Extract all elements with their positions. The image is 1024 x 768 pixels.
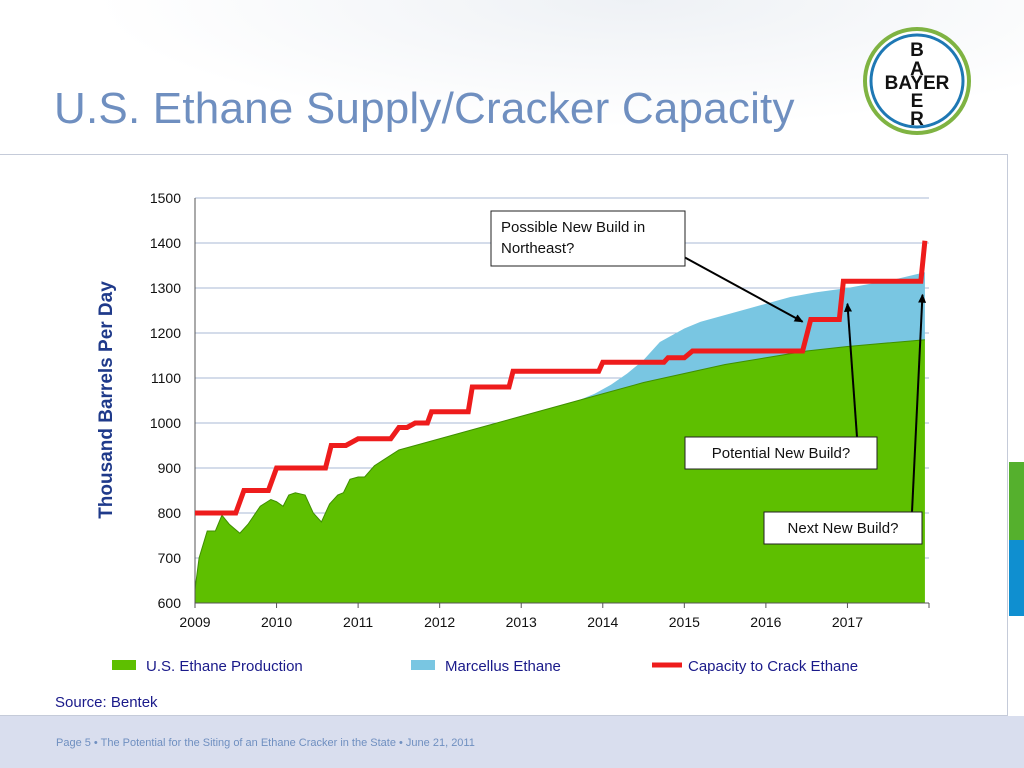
annotation-arrow: [844, 302, 858, 438]
accent-bar-blue: [1009, 540, 1024, 616]
source-note: Source: Bentek: [55, 694, 158, 711]
legend-swatch: [411, 660, 435, 670]
slide-title: U.S. Ethane Supply/Cracker Capacity: [54, 84, 795, 133]
y-tick-label: 1100: [151, 370, 181, 386]
x-tick-label: 2013: [506, 614, 537, 630]
accent-bar-green: [1009, 462, 1024, 540]
y-tick-label: 1300: [150, 280, 181, 296]
series-area-marcellus: [562, 272, 925, 405]
x-tick-label: 2009: [179, 614, 210, 630]
logo-word: BAYER: [885, 73, 950, 94]
x-tick-label: 2016: [750, 614, 781, 630]
annotation-arrow: [683, 256, 804, 323]
annotation-1: Possible New Build in Northeast?: [490, 210, 804, 323]
series-line-capacity: [195, 240, 928, 516]
y-tick-label: 700: [158, 550, 182, 566]
y-tick-label: 800: [158, 505, 182, 521]
series-area-production: [195, 339, 925, 603]
logo-letter-b: B: [910, 40, 924, 61]
x-tick-label: 2017: [832, 614, 863, 630]
annotation-arrow: [911, 293, 927, 513]
annotation-box: [490, 210, 686, 267]
legend-item-marcellus: Marcellus Ethane: [411, 658, 561, 675]
y-tick-label: 1500: [150, 190, 181, 206]
footer-band: [0, 716, 1024, 768]
annotation-3: Next New Build?: [763, 293, 927, 545]
y-tick-label: 900: [158, 460, 182, 476]
plot-area: 600 700 800 900 1000 1100 1200 1300 1400 1500 2009…: [150, 190, 930, 630]
annotation-box: [684, 436, 878, 470]
annotation-2: Potential New Build?: [684, 302, 878, 470]
annotation-text: Potential New Build?: [712, 445, 850, 462]
x-tick-label: 2012: [424, 614, 455, 630]
annotation-text: Possible New Build in: [501, 219, 645, 236]
legend: U.S. Ethane Production Marcellus Ethane Ca…: [112, 658, 858, 675]
legend-item-production: U.S. Ethane Production: [112, 658, 303, 675]
legend-label: Capacity to Crack Ethane: [688, 658, 858, 675]
y-axis-label: Thousand Barrels Per Day: [96, 281, 117, 519]
logo-letter-a: A: [910, 59, 924, 80]
x-tick-label: 2014: [587, 614, 618, 630]
legend-label: Marcellus Ethane: [445, 658, 561, 675]
legend-item-capacity: Capacity to Crack Ethane: [652, 658, 858, 675]
legend-label: U.S. Ethane Production: [146, 658, 303, 675]
y-tick-label: 1400: [150, 235, 181, 251]
y-tick-label: 600: [158, 595, 182, 611]
annotation-box: [763, 511, 923, 545]
x-tick-label: 2010: [261, 614, 292, 630]
x-tick-label: 2015: [669, 614, 700, 630]
annotation-text: Northeast?: [501, 240, 574, 257]
series-edge-production: [194, 339, 925, 590]
legend-swatch: [112, 660, 136, 670]
x-tick-label: 2011: [343, 614, 373, 630]
y-tick-label: 1000: [150, 415, 181, 431]
bayer-logo: B A BAYER E R: [863, 27, 971, 135]
annotations: Possible New Build in Northeast? Potential…: [490, 210, 927, 545]
footer-text: Page 5 • The Potential for the Siting of…: [56, 737, 475, 749]
logo-letter-e: E: [911, 91, 924, 112]
logo-letter-r: R: [910, 109, 924, 130]
header-background: [0, 0, 1024, 150]
y-tick-label: 1200: [150, 325, 181, 341]
annotation-text: Next New Build?: [788, 520, 899, 537]
